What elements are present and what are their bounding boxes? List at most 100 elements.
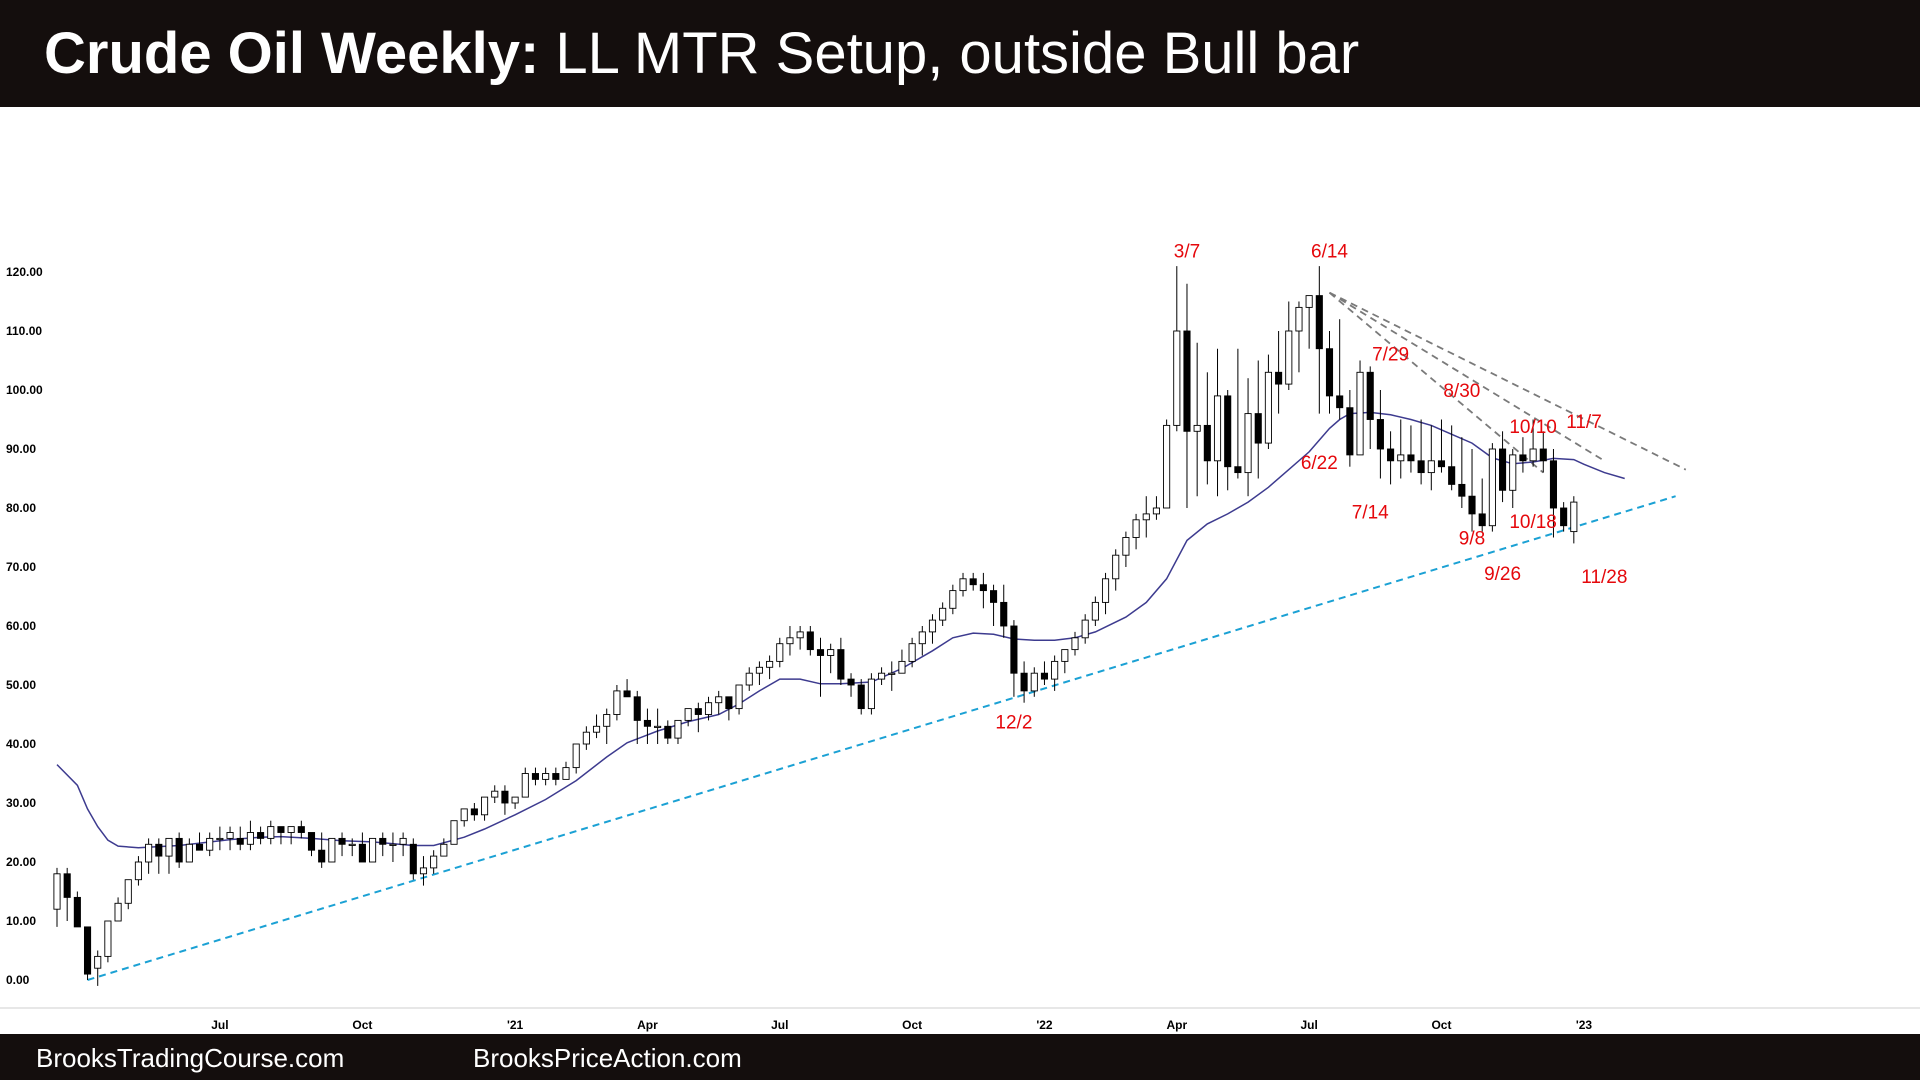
bull-candle <box>1132 519 1140 538</box>
bull-candle <box>114 902 122 922</box>
bull-candle <box>613 690 621 715</box>
bull-candle <box>715 696 723 704</box>
x-tick-label: Oct <box>1431 1018 1451 1032</box>
bear-candle <box>379 837 387 845</box>
bull-candle <box>1529 448 1537 462</box>
bull-candle <box>1509 454 1517 491</box>
footer-left-site: BrooksTradingCourse.com <box>36 1043 345 1073</box>
bull-candle <box>867 678 875 710</box>
bull-candle <box>185 843 193 863</box>
bull-candle <box>206 837 214 851</box>
bear-candle <box>1183 330 1191 432</box>
bear-candle <box>277 826 285 833</box>
y-tick-label: 100.00 <box>6 383 43 397</box>
bear-trend-line <box>1328 291 1544 474</box>
bear-candle <box>1387 448 1395 462</box>
bull-candle <box>216 837 224 841</box>
bull-candle <box>592 725 601 733</box>
bear-candle <box>409 843 417 875</box>
bear-candle <box>318 849 326 863</box>
bear-candle <box>725 696 733 710</box>
bear-candle <box>307 832 316 851</box>
title-bar <box>0 0 1920 107</box>
bear-candle <box>1417 460 1425 474</box>
bull-candle <box>939 607 947 621</box>
bear-candle <box>1468 495 1476 515</box>
bear-candle <box>1346 407 1354 456</box>
bear-candle <box>1203 424 1211 462</box>
bull-candle <box>1071 637 1079 651</box>
y-tick-label: 30.00 <box>6 796 36 810</box>
bull-candle <box>1264 371 1272 444</box>
x-tick-label: Jul <box>211 1018 228 1032</box>
x-tick-label: '21 <box>507 1018 524 1032</box>
bear-candle <box>979 584 987 592</box>
date-annotation: 10/10 <box>1509 417 1557 438</box>
bull-candle <box>1193 424 1201 432</box>
bear-candle <box>694 708 702 715</box>
bear-candle <box>552 773 560 780</box>
title-bold: Crude Oil Weekly: <box>44 21 540 86</box>
bear-candle <box>1010 625 1018 674</box>
bull-candle <box>369 837 377 863</box>
bull-candle <box>1142 513 1150 521</box>
bull-candle <box>1091 601 1099 621</box>
bull-candle <box>53 873 61 910</box>
bull-candle <box>124 879 132 904</box>
bull-candle <box>766 660 774 668</box>
y-tick-label: 20.00 <box>6 855 36 869</box>
bull-candle <box>1356 371 1364 456</box>
bull-candle <box>674 719 682 739</box>
bull-candle <box>440 843 448 857</box>
bear-candle <box>643 719 651 727</box>
bear-trend-line <box>1329 291 1605 462</box>
bear-candle <box>664 725 672 739</box>
bull-candle <box>165 837 173 857</box>
bull-candle <box>1101 578 1110 603</box>
bull-candle <box>928 619 937 633</box>
bull-candle <box>1163 424 1171 509</box>
bull-candle <box>1081 619 1089 639</box>
bull-candle <box>399 837 407 845</box>
bull-candle <box>704 702 713 715</box>
bear-candle <box>1478 513 1486 527</box>
bear-candle <box>531 773 540 780</box>
date-annotation: 9/26 <box>1484 564 1521 585</box>
date-annotation: 7/14 <box>1352 503 1389 524</box>
bull-candle <box>389 843 397 846</box>
bear-candle <box>806 631 814 651</box>
bear-candle <box>1366 371 1374 420</box>
bull-candle <box>572 743 580 769</box>
bear-candle <box>470 808 478 816</box>
bear-candle <box>236 837 244 845</box>
bull-candle <box>1051 660 1059 680</box>
date-annotation: 11/28 <box>1581 567 1627 588</box>
bull-candle <box>104 920 112 957</box>
bear-candle <box>1458 483 1466 497</box>
bear-candle <box>1549 460 1558 509</box>
bull-candle <box>1427 460 1435 474</box>
y-tick-label: 110.00 <box>6 324 42 338</box>
bear-candle <box>1519 454 1527 462</box>
bull-candle <box>1152 507 1160 515</box>
bear-candle <box>175 837 183 863</box>
y-tick-label: 60.00 <box>6 619 36 633</box>
bear-candle <box>501 790 509 804</box>
bull-candle <box>796 631 804 639</box>
bear-candle <box>1020 672 1028 692</box>
bull-candle <box>328 837 336 863</box>
bear-candle <box>73 896 81 928</box>
bear-candle <box>358 843 366 863</box>
bear-candle <box>1560 507 1568 527</box>
x-tick-label: Jul <box>1300 1018 1317 1032</box>
bull-candle <box>1285 330 1293 385</box>
chart-title: Crude Oil Weekly: LL MTR Setup, outside … <box>44 20 1359 87</box>
bull-candle <box>1112 554 1120 580</box>
bull-candle <box>511 796 519 804</box>
bear-candle <box>1336 395 1344 409</box>
bull-candle <box>94 955 102 969</box>
bull-candle <box>226 832 234 839</box>
bull-candle <box>134 861 142 881</box>
y-tick-label: 70.00 <box>6 560 36 574</box>
bear-candle <box>847 678 855 686</box>
